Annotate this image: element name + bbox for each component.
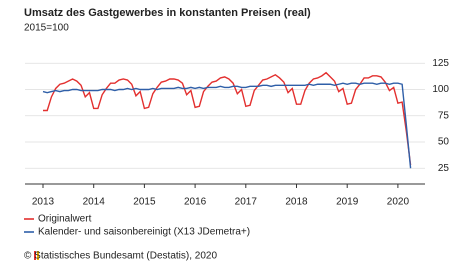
source: © Statistisches Bundesamt (Destatis), 20… bbox=[24, 251, 217, 262]
x-tick-label: 2017 bbox=[235, 197, 258, 208]
y-tick-label: 25 bbox=[438, 163, 450, 174]
x-tick-label: 2016 bbox=[184, 197, 207, 208]
x-tick-label: 2014 bbox=[83, 197, 106, 208]
y-tick-label: 50 bbox=[438, 137, 450, 148]
series-line bbox=[42, 82, 412, 169]
legend-label: Originalwert bbox=[38, 214, 92, 225]
y-tick-label: 125 bbox=[432, 58, 449, 69]
x-tick-label: 2018 bbox=[285, 197, 308, 208]
x-tick-label: 2015 bbox=[133, 197, 156, 208]
chart-title: Umsatz des Gastgewerbes in konstanten Pr… bbox=[24, 7, 311, 19]
x-tick-label: 2013 bbox=[32, 197, 55, 208]
y-tick-label: 100 bbox=[432, 84, 449, 95]
series-line bbox=[43, 71, 412, 166]
logo bbox=[34, 251, 39, 260]
y-tick-label: 75 bbox=[438, 110, 450, 121]
x-tick-label: 2020 bbox=[387, 197, 410, 208]
x-tick-label: 2019 bbox=[336, 197, 359, 208]
chart-subtitle: 2015=100 bbox=[24, 23, 69, 34]
legend-label: Kalender- und saisonbereinigt (X13 JDeme… bbox=[38, 227, 250, 238]
